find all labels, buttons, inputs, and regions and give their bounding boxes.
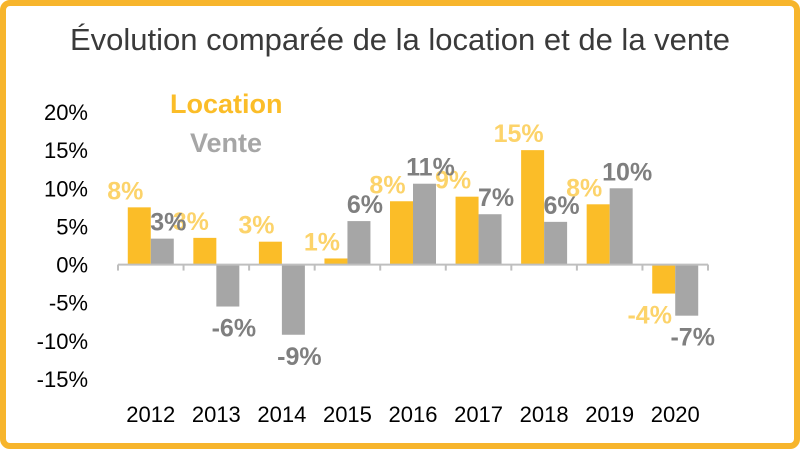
y-tick-label: 10%: [44, 176, 88, 201]
bar-location-2017: [455, 196, 479, 265]
y-tick-label: 0%: [56, 253, 88, 278]
x-tick-label: 2018: [520, 402, 569, 427]
bar-location-2014: [258, 241, 282, 265]
data-label-location-2014: 3%: [238, 212, 274, 240]
data-label-vente-2020: -7%: [670, 324, 714, 352]
x-axis: 2012 2013 2014 2015 2016 2017 2018 2019 2020: [117, 264, 709, 427]
y-tick-label: -5%: [49, 291, 88, 316]
bar-vente-2014: [281, 264, 305, 335]
y-tick-label: -10%: [37, 329, 88, 354]
data-label-vente-2018: 6%: [544, 192, 580, 220]
x-tick-label: 2020: [651, 402, 700, 427]
data-label-location-2016: 8%: [369, 171, 405, 199]
legend-vente: Vente: [190, 128, 262, 158]
y-tick-label: 5%: [56, 214, 88, 239]
data-label-vente-2016: 11%: [406, 154, 455, 182]
data-label-location-2015: 1%: [304, 228, 340, 256]
bar-location-2012: [127, 207, 151, 265]
data-label-location-2012: 8%: [107, 177, 143, 205]
chart-title: Évolution comparée de la location et de …: [69, 22, 731, 57]
bar-vente-2018: [544, 221, 568, 265]
y-tick-label: -15%: [37, 367, 88, 392]
data-label-vente-2013: -6%: [212, 315, 256, 343]
data-label-vente-2019: 10%: [602, 158, 652, 186]
data-label-vente-2012: 3%: [150, 209, 186, 237]
bar-vente-2015: [347, 221, 371, 265]
x-tick-label: 2012: [126, 402, 175, 427]
bar-location-2019: [586, 204, 610, 265]
data-label-vente-2014: -9%: [277, 343, 321, 371]
bars: [127, 150, 699, 335]
bar-location-2016: [390, 201, 413, 265]
bar-location-2020: [652, 264, 676, 294]
y-tick-label: 15%: [44, 138, 88, 163]
y-tick-label: 20%: [44, 100, 88, 125]
data-label-location-2017: 9%: [435, 167, 471, 195]
bar-location-2018: [521, 150, 545, 265]
bar-vente-2013: [216, 264, 240, 307]
bar-location-2013: [193, 237, 217, 265]
x-tick-label: 2016: [389, 402, 438, 427]
data-label-location-2018: 15%: [494, 120, 544, 148]
data-labels: 8%3% 3%1%8% 9%15%8%-4%3%-6%-9%6%11%7% 6%10%…: [107, 120, 715, 371]
data-label-location-2013: 3%: [173, 208, 209, 236]
bar-vente-2016: [413, 183, 436, 265]
data-label-location-2019: 8%: [566, 174, 602, 202]
bar-vente-2019: [609, 188, 633, 265]
x-tick-label: 2013: [192, 402, 241, 427]
x-tick-label: 2015: [323, 402, 372, 427]
x-tick-label: 2017: [454, 402, 503, 427]
x-tick-label: 2019: [585, 402, 634, 427]
bar-vente-2017: [478, 214, 502, 265]
legend: Location Vente: [170, 89, 283, 158]
x-tick-label: 2014: [257, 402, 306, 427]
bar-vente-2020: [675, 264, 699, 316]
legend-location: Location: [170, 89, 283, 119]
y-axis: 20% 15% 10% 5% 0% -5% -10% -15%: [37, 100, 88, 392]
bar-vente-2012: [150, 238, 174, 265]
data-label-vente-2017: 7%: [478, 184, 514, 212]
data-label-location-2020: -4%: [627, 302, 671, 330]
data-label-vente-2015: 6%: [347, 191, 383, 219]
bar-location-2015: [324, 258, 348, 265]
